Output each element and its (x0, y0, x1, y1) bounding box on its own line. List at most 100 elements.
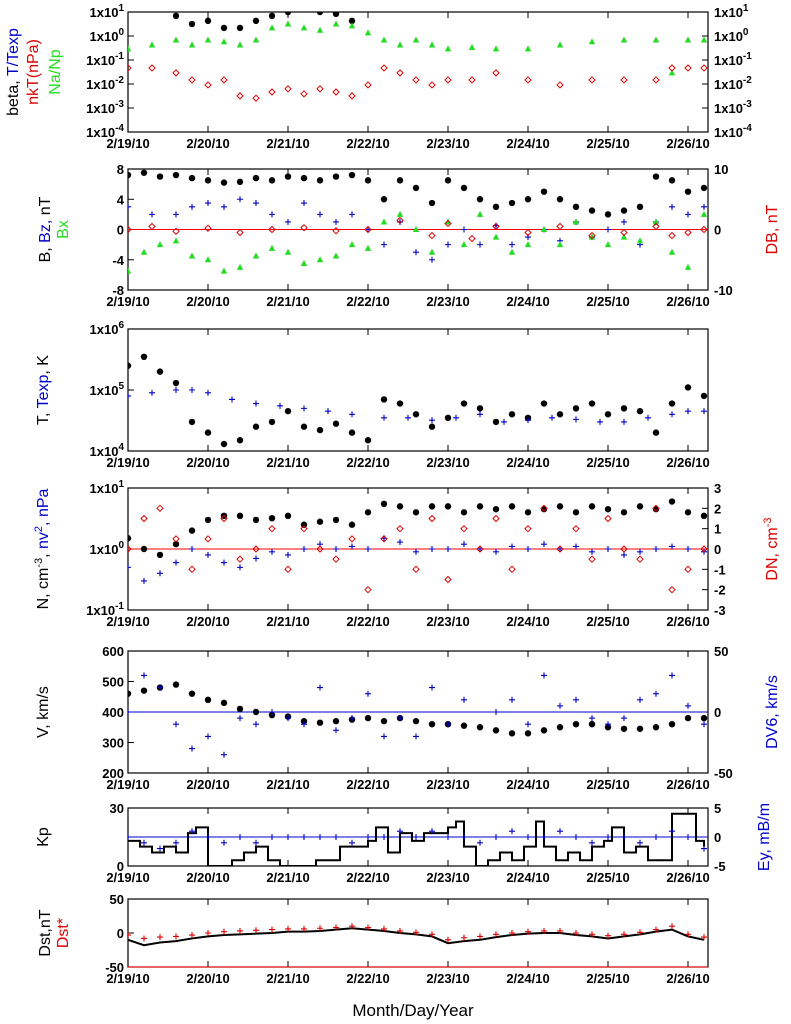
data-layer (128, 812, 707, 866)
data-point (541, 672, 547, 679)
data-point (172, 36, 180, 43)
data-point (380, 64, 388, 72)
data-point (405, 414, 411, 421)
y2-tick-label: 50 (714, 644, 728, 659)
data-point (685, 834, 691, 840)
data-point (188, 690, 196, 697)
x-tick-label: 2/25/10 (586, 614, 629, 629)
data-point (668, 248, 676, 255)
data-point (333, 834, 339, 840)
data-point (524, 196, 532, 203)
data-point (412, 717, 420, 725)
data-point (620, 545, 628, 553)
y-tick-label: 1x10-1 (86, 601, 124, 618)
data-point (508, 199, 516, 207)
data-point (237, 564, 243, 571)
x-tick-label: 2/20/10 (186, 455, 229, 470)
data-point (204, 516, 212, 524)
data-layer (128, 672, 708, 788)
data-point (509, 930, 515, 936)
data-point (492, 418, 500, 426)
data-layer (128, 353, 708, 448)
data-point (268, 24, 276, 31)
data-point (493, 548, 499, 555)
data-point (477, 933, 483, 940)
data-point (316, 545, 324, 553)
data-point (300, 521, 308, 528)
data-point (476, 724, 484, 731)
data-point (396, 177, 404, 184)
x-tick-label: 2/26/10 (666, 294, 709, 309)
data-point (365, 546, 371, 552)
y-axis-label: B, Bz, nT (37, 196, 54, 262)
data-point (428, 248, 436, 255)
data-point (221, 203, 227, 210)
data-point (189, 932, 195, 939)
data-point (525, 721, 531, 728)
y-axis-label-part: , K (35, 355, 52, 375)
data-point (524, 45, 532, 52)
data-point (557, 828, 563, 835)
data-point (316, 177, 324, 184)
data-point (332, 20, 340, 27)
data-point (588, 400, 596, 407)
data-point (205, 200, 211, 207)
data-point (477, 782, 483, 788)
y-tick-label: 4 (117, 192, 125, 207)
data-point (221, 559, 227, 566)
data-point (205, 389, 211, 396)
data-point (412, 565, 420, 574)
data-point (332, 717, 340, 725)
series-ey (128, 828, 707, 852)
data-point (429, 256, 435, 263)
data-point (636, 237, 644, 244)
y-tick-label: 50 (110, 892, 124, 907)
data-point (173, 721, 179, 728)
data-point (172, 227, 180, 236)
y-tick-label: 30 (110, 801, 124, 816)
data-point (172, 171, 180, 179)
data-point (364, 225, 372, 234)
series-dn (128, 504, 708, 594)
data-point (268, 244, 276, 251)
data-point (252, 174, 260, 182)
y-tick-label: 1x101 (90, 479, 125, 496)
data-point (460, 184, 468, 192)
data-point (604, 241, 612, 248)
series-b (128, 169, 708, 218)
x-tick-label: 2/19/10 (106, 777, 149, 792)
data-point (128, 171, 132, 179)
data-point (252, 423, 260, 430)
data-point (508, 565, 516, 574)
data-point (173, 933, 179, 940)
data-point (396, 216, 404, 225)
data-point (348, 241, 356, 248)
data-point (148, 41, 156, 48)
data-point (476, 405, 484, 412)
data-point (268, 711, 276, 719)
data-point (332, 555, 340, 563)
plot-frame (127, 898, 709, 968)
x-tick-label: 2/26/10 (666, 777, 709, 792)
data-point (652, 504, 660, 513)
data-point (668, 231, 676, 240)
data-point (220, 267, 228, 274)
data-point (413, 834, 419, 840)
data-point (444, 414, 452, 422)
x-tick-label: 2/21/10 (266, 455, 309, 470)
data-point (701, 934, 707, 941)
data-point (684, 228, 692, 237)
data-point (492, 514, 500, 523)
data-point (668, 177, 676, 184)
y2-axis-label-part: -3 (762, 517, 774, 527)
data-point (620, 233, 628, 240)
data-point (621, 218, 627, 225)
data-point (524, 228, 532, 237)
x-tick-label: 2/24/10 (506, 870, 549, 885)
data-point (332, 173, 340, 180)
x-tick-label: 2/25/10 (586, 777, 629, 792)
data-point (253, 927, 259, 934)
data-point (173, 839, 179, 846)
data-point (476, 210, 484, 217)
y2-axis-label-part: DV6, km/s (764, 675, 781, 749)
